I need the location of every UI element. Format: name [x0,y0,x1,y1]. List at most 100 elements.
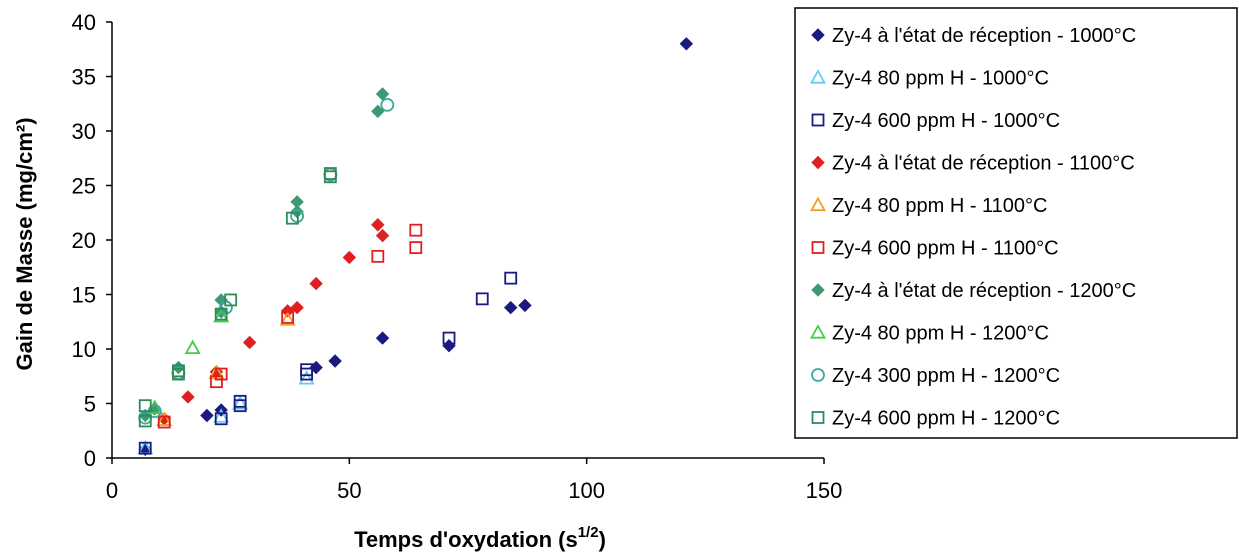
data-point [213,307,230,323]
data-points [137,37,694,456]
x-tick-label: 100 [568,478,605,503]
data-point [504,300,518,315]
data-point [328,354,342,368]
data-point [214,307,228,321]
data-point [380,97,395,112]
legend-item: Zy-4 300 ppm H - 1200°C [811,365,1060,387]
legend-item: Zy-4 80 ppm H - 1100°C [809,195,1048,217]
data-point [138,414,152,428]
data-point [290,300,304,315]
data-point [298,370,315,385]
data-point [290,195,304,209]
legend-item: Zy-4 600 ppm H - 1100°C [811,238,1059,260]
data-point [309,276,323,291]
y-tick-label: 10 [72,337,96,362]
data-point [504,271,518,285]
data-point [371,218,385,232]
data-point [371,104,385,119]
legend-item: Zy-4 à l'état de réception - 1200°C [811,280,1136,302]
data-point [242,335,257,350]
x-axis-title: Temps d'oxydation (s1/2) [354,524,606,552]
x-axis-title-sup: 1/2 [578,524,599,541]
legend-label: Zy-4 80 ppm H - 1000°C [832,68,1049,90]
data-point [279,311,296,326]
data-point [475,292,489,306]
data-point [679,37,694,51]
series-6 [157,223,423,429]
legend-marker [809,196,827,212]
data-point [184,339,201,355]
data-point [138,399,152,413]
data-point [214,367,228,381]
legend-marker [809,69,827,84]
y-axis-ticks: 0 5 10 15 20 25 30 35 40 [72,10,112,471]
data-point [518,298,532,313]
y-tick-label: 15 [72,283,96,308]
legend-label: Zy-4 80 ppm H - 1200°C [832,323,1049,345]
legend-marker [809,324,827,339]
legend-marker [811,241,825,254]
data-point [442,331,456,345]
legend-label: Zy-4 à l'état de réception - 1200°C [832,280,1136,302]
data-point [233,394,247,408]
data-point [157,415,171,429]
legend-label: Zy-4 à l'état de réception - 1000°C [832,25,1136,47]
data-point [181,390,195,404]
data-point [156,411,173,426]
data-point [280,304,295,318]
legend-item: Zy-4 à l'état de réception - 1000°C [811,25,1136,47]
series-1 [138,37,694,456]
legend-box [794,7,1238,439]
legend-marker [811,155,825,170]
legend-label: Zy-4 80 ppm H - 1100°C [832,195,1048,217]
series-4 [157,218,390,426]
data-point [285,211,299,225]
x-tick-label: 50 [337,478,361,503]
legend-marker [811,411,825,424]
data-point [232,395,249,410]
series-9 [138,97,395,425]
legend-label: Zy-4 600 ppm H - 1200°C [832,408,1060,430]
data-point [224,293,238,307]
series-3 [138,271,518,455]
legend-item: Zy-4 600 ppm H - 1200°C [811,408,1060,430]
legend-label: Zy-4 à l'état de réception - 1100°C [832,153,1135,175]
data-point [409,241,423,255]
legend-item: Zy-4 80 ppm H - 1200°C [809,323,1049,345]
data-point [375,331,390,345]
x-axis-title-end: ) [599,527,606,552]
legend: Zy-4 à l'état de réception - 1000°C Zy-4 … [809,25,1136,430]
x-axis-ticks: 0 50 100 150 [106,458,842,503]
x-tick-label: 0 [106,478,118,503]
y-tick-label: 5 [84,392,96,417]
data-point [281,310,295,324]
y-axis-title: Gain de Masse (mg/cm²) [12,117,37,370]
series-10 [138,167,337,428]
data-point [371,249,385,263]
data-point [200,408,214,423]
y-tick-label: 35 [72,65,96,90]
legend-label: Zy-4 300 ppm H - 1200°C [832,365,1060,387]
data-point [342,250,357,265]
legend-item: Zy-4 600 ppm H - 1000°C [811,110,1060,132]
data-point [213,408,230,423]
data-point [300,363,314,377]
legend-item: Zy-4 80 ppm H - 1000°C [809,68,1049,90]
x-tick-label: 150 [806,478,843,503]
y-tick-label: 20 [72,228,96,253]
y-tick-label: 30 [72,119,96,144]
legend-item: Zy-4 à l'état de réception - 1100°C [811,153,1135,175]
legend-marker [811,113,825,127]
y-tick-label: 25 [72,174,96,199]
legend-marker [811,28,825,42]
data-point [214,412,228,426]
data-point [375,228,390,243]
legend-marker [811,368,825,382]
data-point [172,364,185,378]
data-point [138,441,152,455]
legend-label: Zy-4 600 ppm H - 1100°C [832,238,1059,260]
legend-marker [811,283,825,297]
x-axis-title-main: Temps d'oxydation (s [354,527,578,552]
y-tick-label: 0 [84,446,96,471]
